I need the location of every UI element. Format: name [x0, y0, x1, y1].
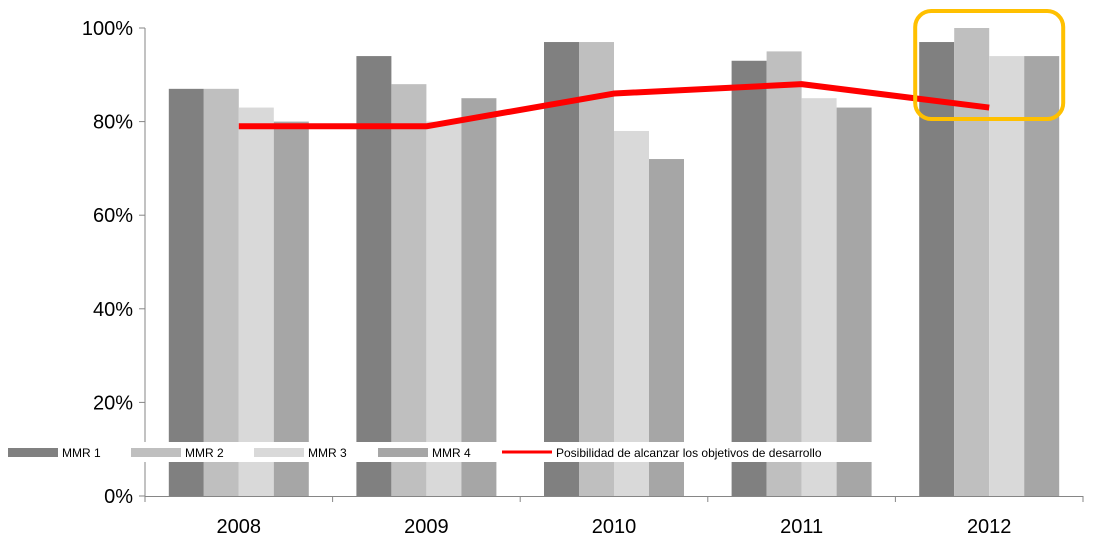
bar-mmr-4-2009: [461, 98, 497, 496]
x-labels: 2008 2009 2010 2011 2012: [144, 496, 1084, 538]
x-tick-label: 2011: [780, 516, 823, 538]
line-layer: [238, 81, 990, 130]
legend-line-label: Posibilidad de alcanzar los objetivos de…: [556, 446, 822, 460]
y-tick-label: 100%: [82, 18, 133, 40]
legend-label-4: MMR 4: [432, 446, 471, 460]
x-tick-label: 2012: [967, 516, 1012, 538]
bar-mmr-1-2011: [731, 60, 767, 496]
highlight-layer: [913, 9, 1066, 121]
y-tick-label: 40%: [93, 299, 133, 321]
x-tick-label: 2009: [404, 516, 449, 538]
bar-mmr-2-2008: [203, 88, 239, 496]
bar-mmr-3-2009: [426, 121, 462, 496]
legend-swatch-1: [8, 448, 58, 457]
bar-mmr-2-2012: [954, 28, 990, 496]
bar-mmr-2-2010: [579, 42, 614, 496]
bar-mmr-1-2010: [544, 42, 579, 496]
y-tick-label: 60%: [93, 205, 133, 227]
bar-mmr-4-2012: [1024, 56, 1060, 496]
bar-mmr-2-2009: [391, 84, 427, 496]
bar-mmr-3-2008: [238, 107, 274, 496]
bar-mmr-3-2012: [989, 56, 1025, 496]
bar-mmr-3-2011: [801, 98, 837, 496]
legend-background: [0, 442, 892, 462]
y-ticks: 0% 20% 40% 60% 80% 100%: [82, 18, 145, 508]
y-tick-label: 20%: [93, 392, 133, 414]
legend-label-3: MMR 3: [308, 446, 347, 460]
bar-mmr-4-2010: [649, 159, 684, 497]
bar-mmr-1-2012: [919, 42, 955, 496]
legend: MMR 1 MMR 2 MMR 3 MMR 4 Posibilidad de alcan…: [0, 442, 892, 462]
legend-swatch-2: [131, 448, 181, 457]
y-tick-label: 0%: [104, 486, 133, 508]
highlight-box: [913, 9, 1066, 121]
legend-label-1: MMR 1: [62, 446, 101, 460]
legend-swatch-3: [254, 448, 304, 457]
bar-mmr-3-2010: [614, 130, 649, 496]
y-tick-label: 80%: [93, 112, 133, 134]
x-tick-label: 2010: [592, 516, 637, 538]
bar-mmr-4-2011: [836, 107, 872, 496]
bar-mmr-1-2009: [356, 56, 392, 496]
bar-mmr-2-2011: [766, 51, 802, 497]
x-tick-label: 2008: [217, 516, 262, 538]
legend-label-2: MMR 2: [185, 446, 224, 460]
bar-mmr-1-2008: [168, 88, 204, 496]
bar-mmr-4-2008: [273, 121, 309, 496]
legend-swatch-4: [378, 448, 428, 457]
line-series: [238, 81, 990, 130]
